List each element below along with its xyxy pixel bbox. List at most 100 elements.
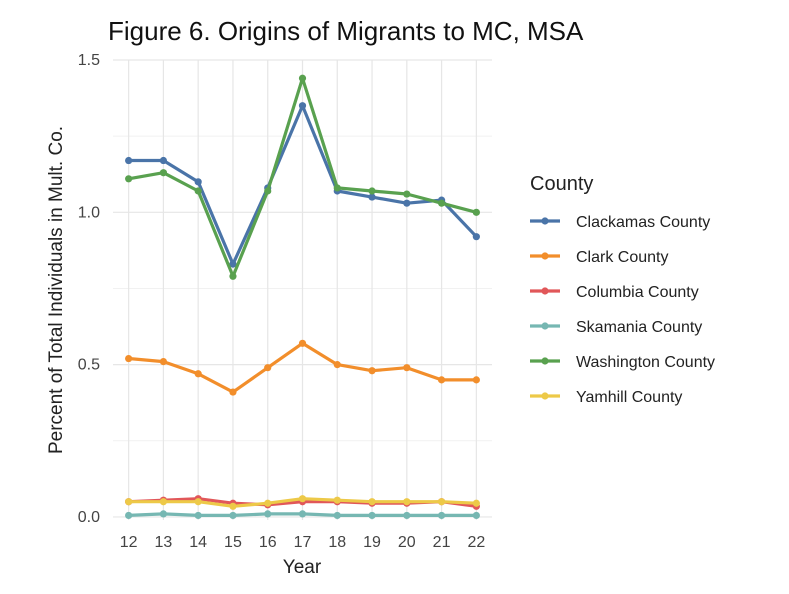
- data-point-washington-county: [333, 184, 341, 192]
- data-point-washington-county: [472, 208, 480, 216]
- x-tick-label: 20: [398, 534, 416, 551]
- legend-item-columbia-county: Columbia County: [530, 284, 699, 301]
- x-axis: 12 13 14 15 16 17 18 19 20 21 22: [120, 534, 486, 551]
- legend-item-yamhill-county: Yamhill County: [530, 389, 682, 406]
- series-clark-county: [125, 339, 480, 396]
- legend-label: Columbia County: [576, 284, 699, 301]
- data-point-washington-county: [194, 187, 202, 195]
- x-tick-label: 22: [467, 534, 485, 551]
- data-point-clark-county: [437, 376, 446, 384]
- x-tick-label: 14: [189, 534, 207, 551]
- data-point-washington-county: [229, 272, 237, 280]
- data-point-yamhill-county: [229, 502, 237, 510]
- legend-key-point: [541, 287, 549, 295]
- series-skamania-county: [125, 510, 480, 520]
- x-tick-label: 17: [294, 534, 312, 551]
- series-yamhill-county: [125, 495, 480, 510]
- data-point-yamhill-county: [472, 499, 480, 507]
- legend-label: Skamania County: [576, 319, 702, 336]
- legend-item-clackamas-county: Clackamas County: [530, 214, 710, 231]
- data-point-yamhill-county: [298, 495, 307, 503]
- data-point-skamania-county: [472, 511, 480, 520]
- grid: [113, 59, 492, 520]
- data-point-clackamas-county: [229, 260, 237, 268]
- data-point-clark-county: [368, 367, 376, 375]
- data-point-skamania-county: [368, 511, 376, 520]
- data-point-washington-county: [298, 74, 307, 82]
- legend-item-clark-county: Clark County: [530, 249, 668, 266]
- y-axis: 0.0 0.5 1.0 1.5: [78, 52, 100, 526]
- data-point-skamania-county: [298, 510, 307, 518]
- legend-key-point: [541, 322, 549, 330]
- data-point-clackamas-county: [194, 178, 202, 186]
- data-point-washington-county: [403, 190, 411, 198]
- data-point-washington-county: [159, 169, 168, 177]
- data-point-clark-county: [472, 376, 480, 384]
- data-point-washington-county: [368, 187, 376, 195]
- data-point-clark-county: [229, 388, 237, 396]
- x-tick-label: 15: [224, 534, 242, 551]
- data-point-skamania-county: [437, 511, 446, 520]
- data-point-clackamas-county: [472, 233, 480, 241]
- data-point-clark-county: [194, 370, 202, 378]
- data-point-clark-county: [125, 354, 133, 363]
- data-point-skamania-county: [194, 511, 202, 520]
- data-point-washington-county: [437, 199, 446, 207]
- data-point-clackamas-county: [368, 193, 376, 201]
- data-point-clark-county: [333, 361, 341, 369]
- legend-key-point: [541, 392, 549, 400]
- data-point-skamania-county: [125, 511, 133, 520]
- data-point-clackamas-county: [298, 102, 307, 110]
- data-point-skamania-county: [333, 511, 341, 520]
- data-point-yamhill-county: [125, 498, 133, 506]
- series-washington-county: [125, 74, 480, 280]
- legend-label: Yamhill County: [576, 389, 682, 406]
- x-tick-label: 21: [433, 534, 451, 551]
- data-point-washington-county: [264, 187, 272, 195]
- data-point-yamhill-county: [437, 498, 446, 506]
- data-point-clark-county: [159, 357, 168, 366]
- data-point-yamhill-county: [264, 499, 272, 507]
- x-tick-label: 18: [328, 534, 346, 551]
- y-tick-label: 1.0: [78, 204, 100, 221]
- series-clackamas-county: [125, 102, 480, 268]
- legend-title: County: [530, 173, 593, 195]
- legend-key-point: [541, 252, 549, 260]
- data-point-yamhill-county: [403, 498, 411, 506]
- x-tick-label: 12: [120, 534, 138, 551]
- y-tick-label: 0.5: [78, 357, 100, 374]
- legend-label: Clackamas County: [576, 214, 710, 231]
- y-axis-title: Percent of Total Individuals in Mult. Co…: [46, 126, 67, 454]
- data-point-yamhill-county: [194, 498, 202, 506]
- legend-key-point: [541, 357, 549, 365]
- data-point-skamania-county: [264, 510, 272, 518]
- x-tick-label: 19: [363, 534, 381, 551]
- legend-label: Washington County: [576, 354, 715, 371]
- data-point-clackamas-county: [403, 199, 411, 207]
- data-point-clark-county: [264, 364, 272, 372]
- data-point-clark-county: [298, 339, 307, 347]
- data-point-skamania-county: [159, 510, 168, 518]
- data-point-yamhill-county: [159, 498, 168, 506]
- data-point-clark-county: [403, 364, 411, 372]
- data-point-skamania-county: [403, 511, 411, 520]
- x-axis-title: Year: [283, 557, 322, 578]
- legend: County Clackamas County Clark County Colum…: [530, 173, 715, 406]
- y-tick-label: 1.5: [78, 52, 100, 69]
- data-point-yamhill-county: [333, 496, 341, 504]
- data-point-skamania-county: [229, 511, 237, 520]
- series-layer: [125, 74, 480, 520]
- legend-key-point: [541, 217, 549, 225]
- data-point-clackamas-county: [125, 156, 133, 165]
- data-point-clackamas-county: [159, 156, 168, 165]
- data-point-washington-county: [125, 175, 133, 183]
- x-tick-label: 16: [259, 534, 277, 551]
- legend-item-skamania-county: Skamania County: [530, 319, 702, 336]
- legend-item-washington-county: Washington County: [530, 354, 715, 371]
- legend-label: Clark County: [576, 249, 668, 266]
- data-point-yamhill-county: [368, 498, 376, 506]
- chart-title: Figure 6. Origins of Migrants to MC, MSA: [108, 16, 584, 46]
- y-tick-label: 0.0: [78, 509, 100, 526]
- x-tick-label: 13: [155, 534, 173, 551]
